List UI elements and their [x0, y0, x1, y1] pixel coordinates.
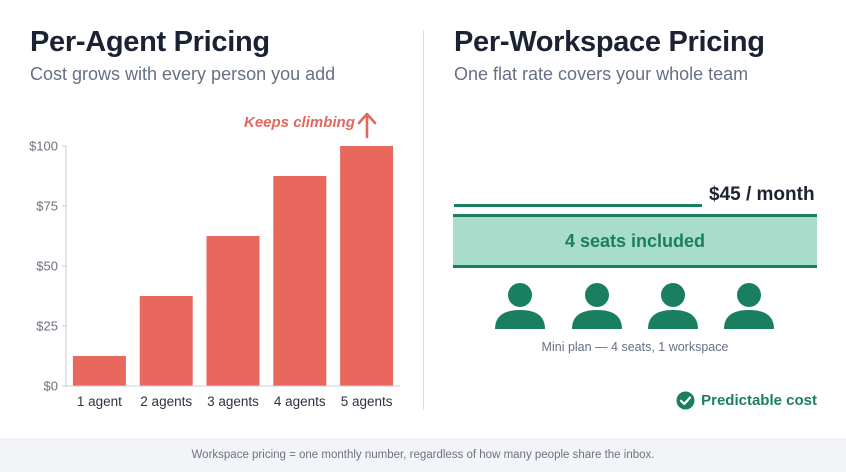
bar [273, 176, 327, 386]
x-axis: 1 agent 2 agents 3 agents 4 agents 5 agents [66, 385, 400, 409]
y-tick-label: $75 [36, 199, 58, 214]
person-icon [648, 283, 698, 329]
predictable-cost-badge: Predictable cost [676, 391, 817, 410]
price-label: $45 / month [709, 184, 815, 205]
bar [139, 296, 193, 386]
y-tick-label: $50 [36, 259, 58, 274]
per-workspace-title: Per-Workspace Pricing [454, 26, 765, 58]
bars [72, 146, 394, 386]
person-icon [724, 283, 774, 329]
keeps-climbing-annotation: Keeps climbing [244, 114, 355, 131]
per-agent-title: Per-Agent Pricing [30, 26, 270, 58]
per-workspace-panel: Per-Workspace Pricing One flat rate cove… [424, 0, 846, 438]
seats-included-band: 4 seats included [453, 214, 817, 268]
arrow-up-icon [357, 112, 377, 139]
bar [206, 236, 260, 386]
seats-included-label: 4 seats included [564, 230, 706, 251]
bar [340, 146, 394, 386]
person-icon [495, 283, 545, 329]
y-tick-label: $100 [29, 139, 58, 154]
footer-note: Workspace pricing = one monthly number, … [191, 449, 655, 461]
seat-people [495, 283, 774, 329]
plan-note: Mini plan — 4 seats, 1 workspace [541, 340, 729, 354]
y-tick-label: $25 [36, 319, 58, 334]
x-tick-label: 5 agents [341, 394, 393, 409]
y-tick-label: $0 [44, 379, 58, 394]
per-agent-bar-chart: $0 $25 $50 $75 $100 1 agent 2 agents 3 agents 4… [29, 139, 400, 409]
x-tick-label: 4 agents [274, 394, 326, 409]
bar [72, 356, 126, 386]
per-agent-panel: Per-Agent Pricing Cost grows with every … [0, 0, 423, 438]
y-axis: $0 $25 $50 $75 $100 [29, 139, 67, 394]
per-agent-subtitle: Cost grows with every person you add [30, 64, 336, 84]
panel-divider [423, 30, 424, 410]
flat-price-line [454, 204, 702, 207]
x-tick-label: 3 agents [207, 394, 259, 409]
x-tick-label: 2 agents [140, 394, 192, 409]
footer-bar: Workspace pricing = one monthly number, … [0, 438, 846, 472]
person-icon [572, 283, 622, 329]
x-tick-label: 1 agent [77, 394, 122, 409]
check-circle-icon [676, 391, 695, 410]
per-workspace-subtitle: One flat rate covers your whole team [454, 64, 749, 84]
predictable-cost-label: Predictable cost [701, 392, 817, 409]
